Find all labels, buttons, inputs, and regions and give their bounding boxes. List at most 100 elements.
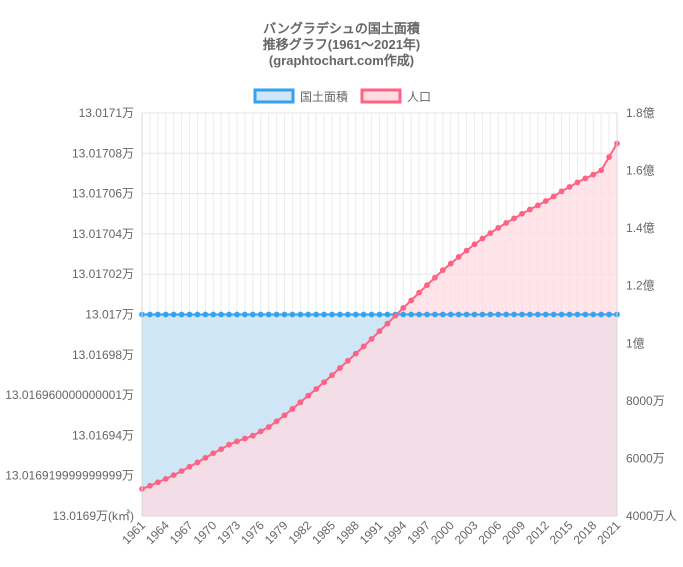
chart-title-line: バングラデシュの国土面積 bbox=[263, 21, 421, 36]
x-tick-label: 1976 bbox=[238, 518, 267, 547]
legend-item[interactable]: 人口 bbox=[360, 88, 431, 104]
data-point bbox=[582, 175, 589, 182]
data-point bbox=[606, 154, 612, 160]
data-point bbox=[305, 392, 312, 399]
x-tick-label: 1991 bbox=[357, 518, 386, 547]
data-point bbox=[210, 450, 217, 457]
chart-title-line: (graphtochart.com作成) bbox=[269, 53, 414, 68]
chart-points bbox=[139, 140, 620, 492]
y-left-tick-label: 13.01702万 bbox=[72, 267, 134, 281]
data-point bbox=[527, 311, 533, 318]
x-tick-label: 2015 bbox=[547, 518, 576, 547]
y-right-tick-label: 1.6億 bbox=[626, 164, 655, 178]
data-point bbox=[384, 311, 391, 318]
data-point bbox=[352, 350, 359, 357]
data-point bbox=[558, 188, 565, 195]
data-point bbox=[242, 435, 248, 442]
y-right-tick-label: 8000万 bbox=[626, 394, 665, 408]
data-point bbox=[447, 260, 454, 267]
data-point bbox=[400, 311, 407, 318]
data-point bbox=[534, 311, 541, 318]
data-point bbox=[234, 438, 240, 445]
legend-item[interactable]: 国土面積 bbox=[253, 88, 348, 104]
y-axis-left: 13.0171万 13.01708万 13.01706万 13.01704万 13.01… bbox=[5, 106, 143, 523]
y-left-tick-label: 13.01708万 bbox=[72, 146, 134, 160]
data-point bbox=[273, 418, 280, 425]
y-left-tick-label: 13.016960000000001万 bbox=[5, 388, 134, 402]
data-point bbox=[590, 171, 597, 178]
y-left-tick-label: 13.01706万 bbox=[72, 187, 134, 201]
y-right-tick-label: 1.2億 bbox=[626, 279, 655, 293]
data-point bbox=[424, 311, 430, 318]
data-point bbox=[542, 311, 549, 318]
data-point bbox=[455, 311, 462, 318]
data-point bbox=[170, 472, 177, 479]
chart-legend[interactable]: 国土面積 人口 bbox=[253, 88, 431, 104]
data-point bbox=[487, 230, 494, 236]
data-point bbox=[574, 311, 581, 318]
x-tick-label: 1997 bbox=[404, 518, 433, 547]
data-point bbox=[178, 468, 185, 474]
data-point bbox=[439, 311, 446, 318]
data-point bbox=[360, 343, 367, 350]
data-point bbox=[265, 311, 272, 318]
x-tick-label: 2006 bbox=[476, 518, 505, 547]
x-tick-label: 2021 bbox=[594, 518, 623, 547]
data-point bbox=[218, 311, 225, 318]
x-tick-label: 1964 bbox=[143, 518, 172, 547]
x-tick-label: 1982 bbox=[286, 518, 315, 547]
data-point bbox=[170, 311, 177, 318]
data-point bbox=[344, 311, 351, 318]
data-point bbox=[542, 198, 549, 204]
x-tick-label: 2018 bbox=[571, 518, 600, 547]
data-point bbox=[503, 311, 510, 318]
data-point bbox=[487, 311, 494, 318]
data-point bbox=[210, 311, 217, 318]
data-point bbox=[368, 311, 375, 318]
data-point bbox=[574, 179, 581, 186]
data-point bbox=[432, 311, 438, 318]
chart-areas bbox=[142, 143, 617, 516]
data-point bbox=[550, 311, 557, 318]
data-point bbox=[495, 311, 502, 318]
data-point bbox=[590, 311, 597, 318]
data-point bbox=[360, 311, 367, 318]
data-point bbox=[329, 372, 335, 379]
data-point bbox=[416, 311, 422, 318]
data-point bbox=[582, 311, 589, 318]
data-point bbox=[495, 224, 502, 231]
data-point bbox=[432, 274, 438, 281]
data-point bbox=[313, 386, 320, 392]
data-point bbox=[463, 311, 470, 318]
x-tick-label: 2000 bbox=[428, 518, 457, 547]
y-right-tick-label: 1.4億 bbox=[626, 221, 655, 235]
data-point bbox=[162, 475, 169, 482]
data-point bbox=[447, 311, 454, 318]
x-tick-label: 2009 bbox=[499, 518, 528, 547]
data-point bbox=[400, 304, 407, 311]
data-point bbox=[257, 311, 264, 318]
data-point bbox=[249, 432, 256, 439]
y-right-tick-label: 6000万 bbox=[626, 451, 665, 465]
y-axis-right: 1.8億 1.6億 1.4億 1.2億 1億 8000万 6000万 4000万人 bbox=[616, 106, 677, 523]
data-point bbox=[194, 311, 201, 318]
data-point bbox=[154, 311, 161, 318]
y-left-tick-label: 13.0169万(k㎡) bbox=[53, 509, 134, 523]
y-left-tick-label: 13.01694万 bbox=[72, 428, 134, 442]
data-point bbox=[566, 184, 573, 190]
data-point bbox=[439, 267, 446, 274]
data-point bbox=[376, 311, 383, 318]
data-point bbox=[471, 241, 478, 248]
data-point bbox=[289, 406, 296, 412]
data-point bbox=[147, 482, 153, 489]
y-right-tick-label: 1億 bbox=[626, 336, 645, 350]
data-point bbox=[344, 357, 351, 364]
data-point bbox=[186, 311, 193, 318]
x-tick-label: 1973 bbox=[214, 518, 243, 547]
data-point bbox=[194, 459, 201, 466]
data-point bbox=[463, 247, 470, 254]
data-point bbox=[305, 311, 312, 318]
data-point bbox=[265, 424, 272, 430]
